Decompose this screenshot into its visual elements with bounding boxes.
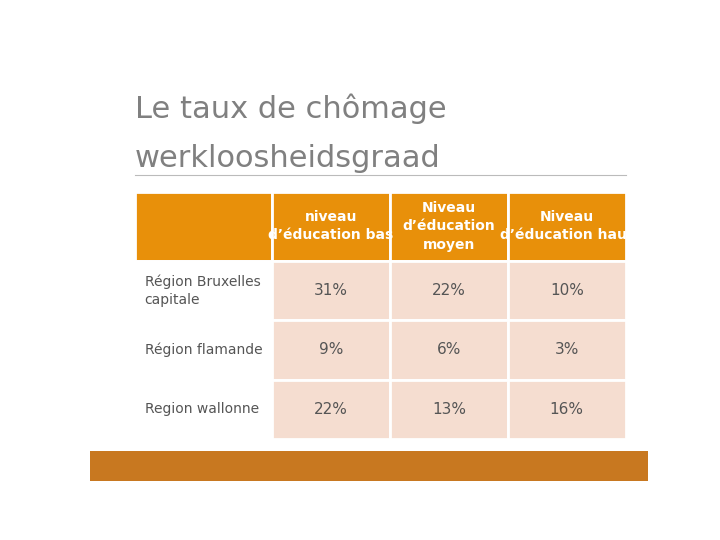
Bar <box>390 261 508 320</box>
Bar <box>508 380 626 439</box>
Bar <box>390 380 508 439</box>
Bar <box>272 261 390 320</box>
Text: 3%: 3% <box>554 342 579 357</box>
Text: 9%: 9% <box>319 342 343 357</box>
Text: 13%: 13% <box>432 402 466 417</box>
Bar <box>272 380 390 439</box>
Bar <box>390 320 508 380</box>
Bar <box>272 192 390 261</box>
Text: Region wallonne: Region wallonne <box>145 402 258 416</box>
Text: Région Bruxelles
capitale: Région Bruxelles capitale <box>145 274 261 307</box>
Text: werkloosheidsgraad: werkloosheidsgraad <box>135 144 441 173</box>
Text: niveau
d’éducation bas: niveau d’éducation bas <box>269 210 394 242</box>
Bar <box>508 320 626 380</box>
Bar <box>90 451 648 481</box>
Bar <box>135 320 272 380</box>
Bar <box>135 380 272 439</box>
Text: Niveau
d’éducation haut: Niveau d’éducation haut <box>500 210 634 242</box>
Text: 6%: 6% <box>437 342 461 357</box>
Bar <box>135 192 272 261</box>
Bar <box>508 261 626 320</box>
Bar <box>390 192 508 261</box>
Bar <box>135 261 272 320</box>
Text: 22%: 22% <box>432 283 466 298</box>
Text: Niveau
d’éducation
moyen: Niveau d’éducation moyen <box>402 201 495 252</box>
Text: 16%: 16% <box>550 402 584 417</box>
Text: 22%: 22% <box>314 402 348 417</box>
Bar <box>272 320 390 380</box>
Text: 10%: 10% <box>550 283 584 298</box>
Text: Le taux de chômage: Le taux de chômage <box>135 94 446 124</box>
Bar <box>508 192 626 261</box>
Text: Région flamande: Région flamande <box>145 343 262 357</box>
Text: 31%: 31% <box>314 283 348 298</box>
